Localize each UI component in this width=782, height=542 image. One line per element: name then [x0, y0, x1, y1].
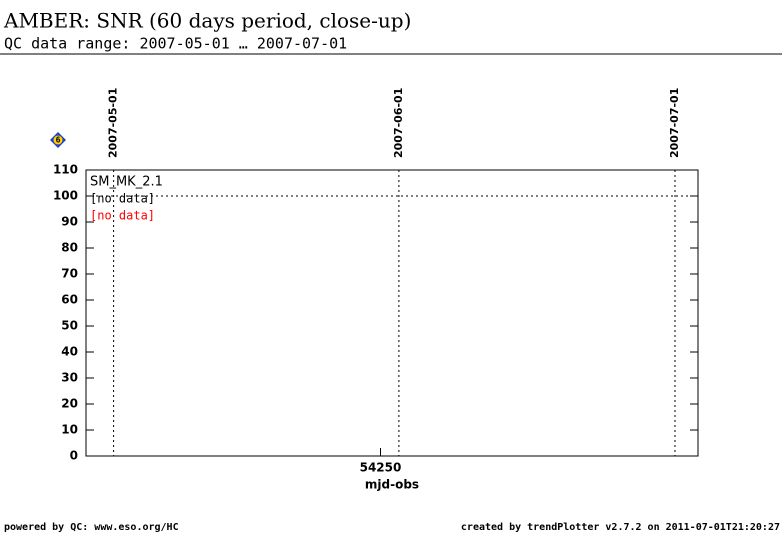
date-label: 2007-07-01 [668, 88, 681, 158]
y-tick-label: 40 [61, 345, 78, 359]
y-tick-label: 70 [61, 267, 78, 281]
chart-title: AMBER: SNR (60 days period, close-up) [3, 9, 411, 33]
y-tick-label: 30 [61, 371, 78, 385]
y-tick-label: 50 [61, 319, 78, 333]
date-label: 2007-05-01 [107, 88, 120, 158]
y-tick-label: 90 [61, 215, 78, 229]
x-tick-label: 54250 [360, 461, 402, 475]
footer-left: powered by QC: www.eso.org/HC [4, 522, 179, 533]
y-tick-label: 20 [61, 397, 78, 411]
x-axis-label: mjd-obs [365, 478, 419, 492]
legend-label: SM_MK_2.1 [90, 175, 163, 190]
y-tick-label: 10 [61, 423, 78, 437]
badge-dot [53, 135, 63, 145]
footer-right: created by trendPlotter v2.7.2 on 2011-0… [461, 522, 780, 533]
plot-frame [85, 169, 699, 457]
y-tick-label: 80 [61, 241, 78, 255]
y-tick-label: 0 [70, 449, 78, 463]
y-tick-label: 100 [53, 189, 78, 203]
badge-text: 6 [56, 136, 61, 145]
chart-subtitle: QC data range: 2007-05-01 … 2007-07-01 [4, 35, 347, 53]
legend-label: [no data] [90, 192, 155, 206]
legend-label: [no data] [90, 209, 155, 223]
y-tick-label: 110 [53, 163, 78, 177]
y-tick-label: 60 [61, 293, 78, 307]
date-label: 2007-06-01 [392, 88, 405, 158]
